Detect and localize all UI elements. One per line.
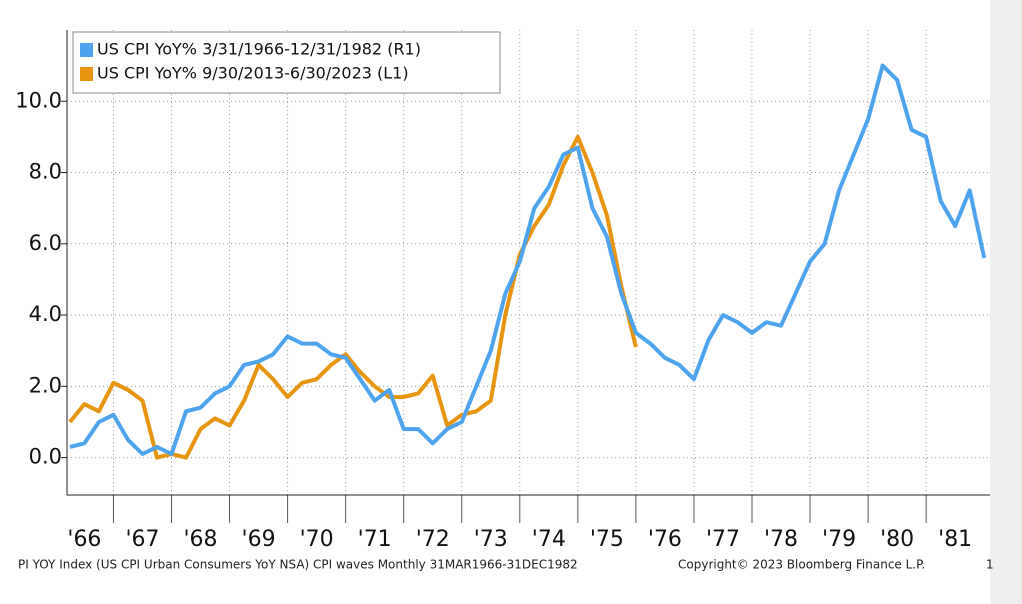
x-tick-label: '68 [183, 527, 217, 552]
x-tick-label: '78 [764, 527, 798, 552]
x-tick-label: '79 [822, 527, 856, 552]
x-tick-label: '76 [648, 527, 682, 552]
y-tick-label: 4.0 [29, 302, 62, 326]
x-tick-label: '81 [938, 527, 972, 552]
legend-swatch [80, 67, 93, 81]
y-tick-label: 8.0 [29, 160, 62, 184]
y-tick-label: 0.0 [29, 445, 62, 469]
x-tick-label: '70 [300, 527, 334, 552]
x-tick-label: '73 [474, 527, 508, 552]
series-line [68, 134, 638, 460]
x-tick-label: '74 [532, 527, 566, 552]
legend-label: US CPI YoY% 9/30/2013-6/30/2023 (L1) [97, 64, 409, 83]
y-tick-label: 6.0 [29, 231, 62, 255]
legend-box [72, 31, 501, 94]
y-tick-label: 2.0 [29, 373, 62, 397]
footer-right: Copyright© 2023 Bloomberg Finance L.P. [678, 558, 925, 572]
x-tick-label: '66 [67, 527, 101, 552]
x-tick-label: '71 [358, 527, 392, 552]
footer-left: PI YOY Index (US CPI Urban Consumers YoY… [18, 558, 578, 572]
x-tick-label: '75 [590, 527, 624, 552]
legend-label: US CPI YoY% 3/31/1966-12/31/1982 (R1) [97, 40, 421, 59]
x-tick-label: '80 [880, 527, 914, 552]
side-strip [990, 0, 1022, 604]
x-tick-label: '72 [416, 527, 450, 552]
footer-edge: 1 [986, 558, 994, 572]
legend-swatch [80, 43, 93, 57]
y-tick-label: 10.0 [15, 88, 62, 112]
x-tick-label: '67 [125, 527, 159, 552]
series-line [69, 63, 987, 456]
x-tick-label: '77 [706, 527, 740, 552]
x-tick-label: '69 [242, 527, 276, 552]
